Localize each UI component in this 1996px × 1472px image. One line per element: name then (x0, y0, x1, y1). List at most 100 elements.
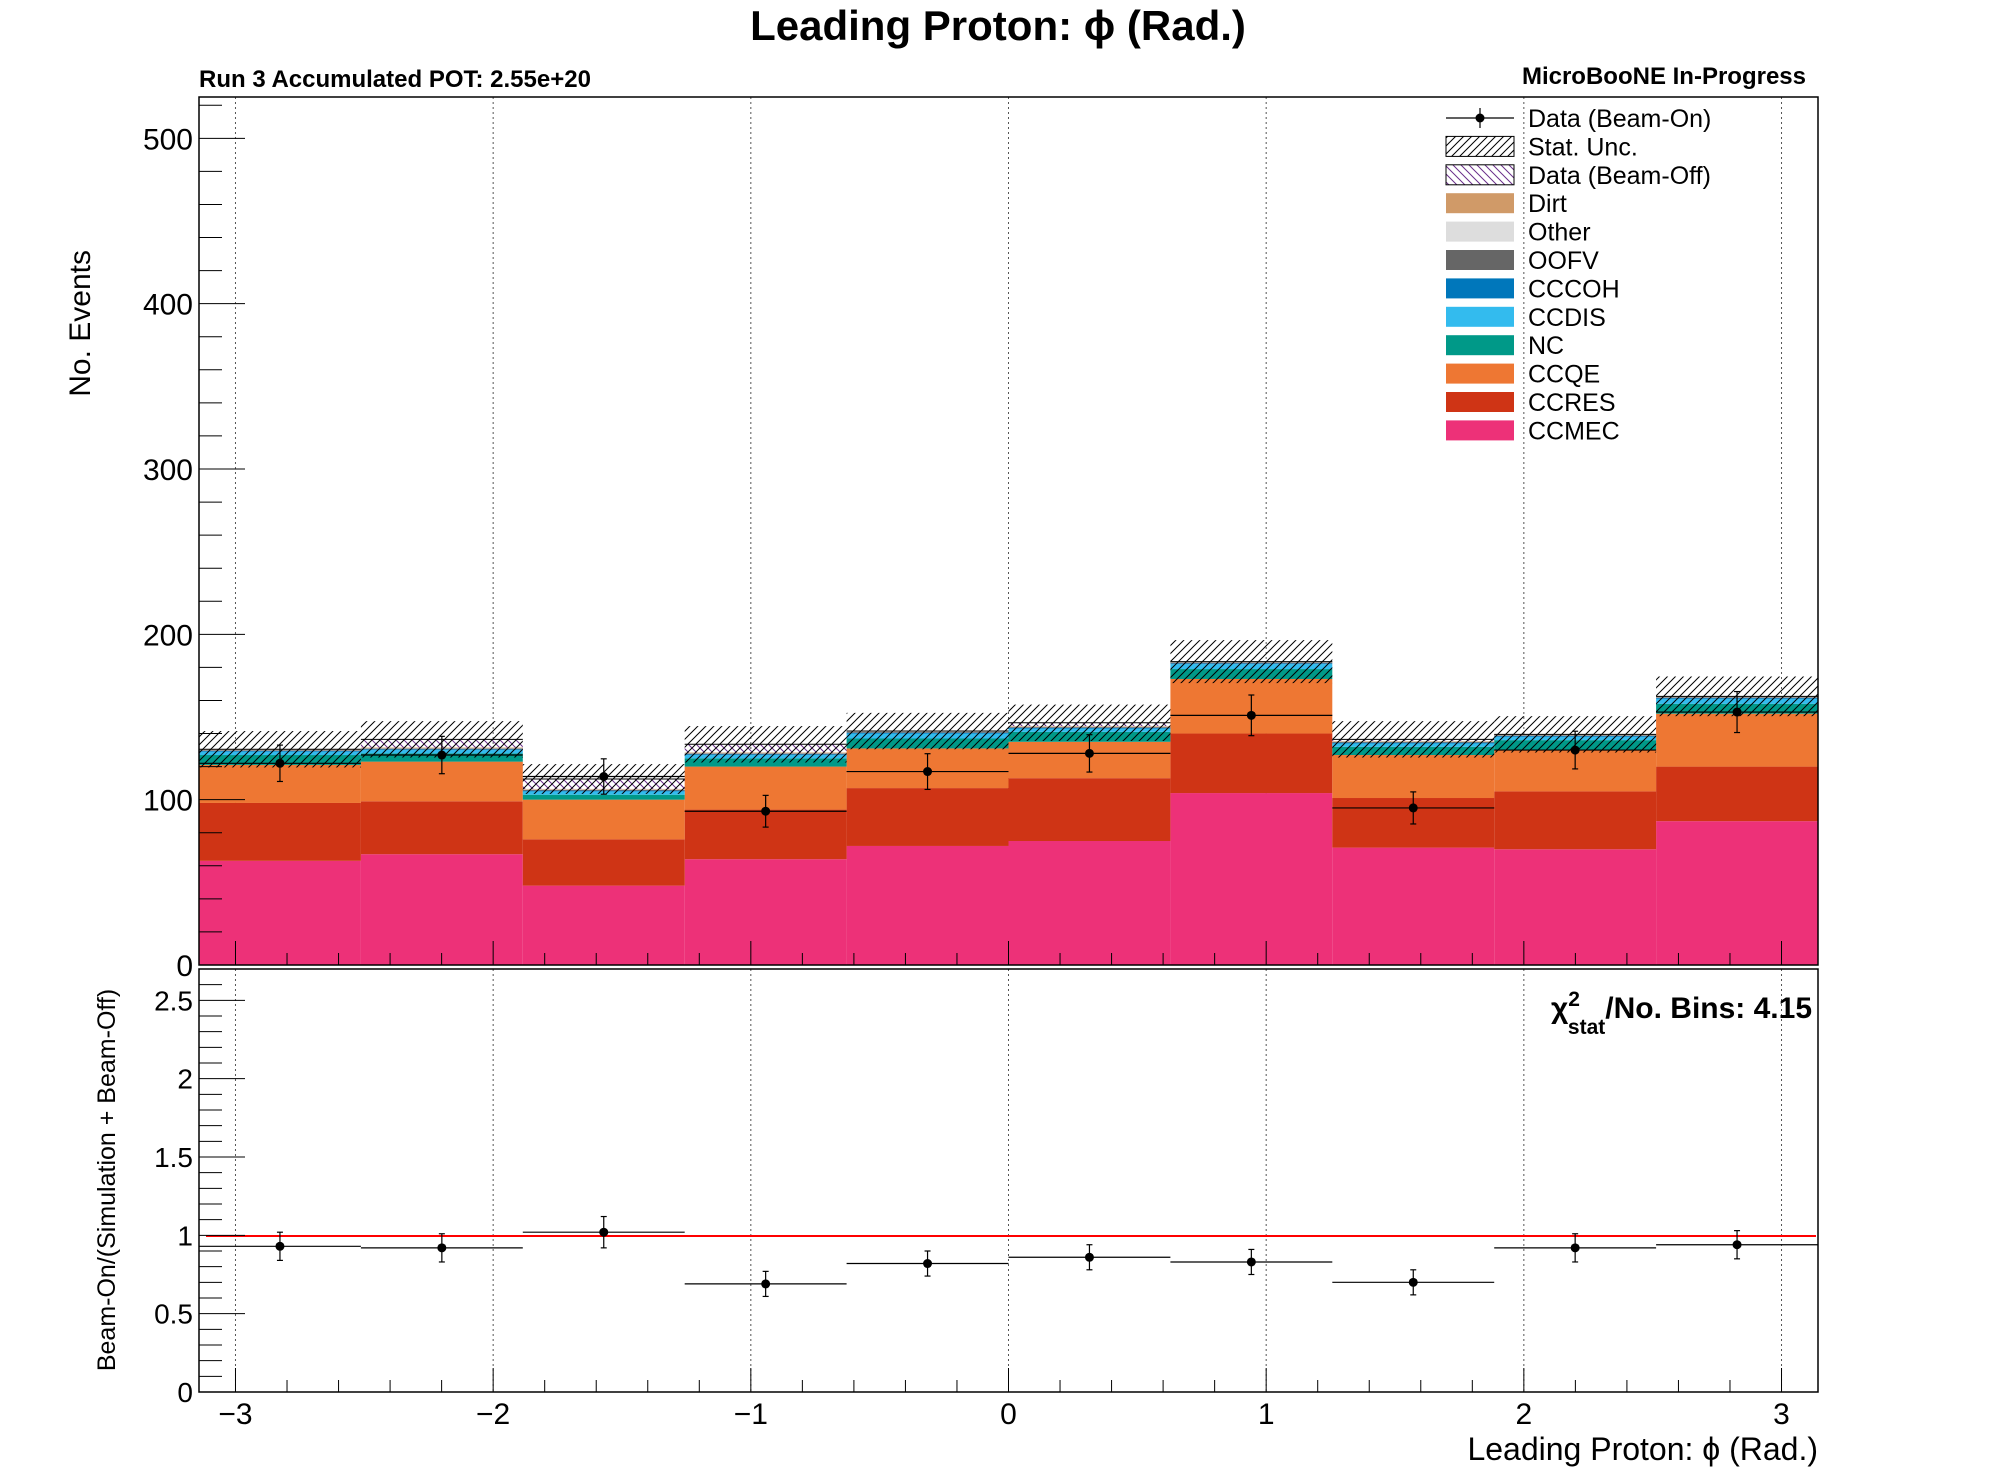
bottom-grid-lines (234, 969, 1783, 1392)
main-panel: 0 100 200 300 400 500 No. Events Data (Beam-O… (64, 96, 1819, 983)
legend-label: NC (1528, 332, 1564, 360)
bar-ccmec (1332, 847, 1495, 965)
y-axis-label-top: No. Events (64, 250, 97, 397)
data-point (1084, 748, 1094, 758)
legend: Data (Beam-On)Stat. Unc.Data (Beam-Off)D… (1445, 105, 1711, 445)
bar-ccqe (1332, 755, 1495, 799)
x-tick-label: −2 (476, 1398, 510, 1431)
y-tick-label-top: 400 (143, 289, 193, 322)
legend-label: CCDIS (1528, 304, 1606, 332)
legend-swatch (1446, 363, 1514, 384)
x-tick-label: −3 (218, 1398, 252, 1431)
data-point (599, 772, 609, 782)
chi2-annotation: χ2 stat/No. Bins: 4.15 (1551, 988, 1812, 1039)
chart-title: Leading Proton: ϕ (Rad.) (750, 2, 1246, 49)
ratio-point (761, 1279, 771, 1289)
data-point (923, 767, 933, 777)
ratio-points (199, 1215, 1818, 1298)
x-tick-label: 2 (1516, 1398, 1533, 1431)
x-tick-label: −1 (734, 1398, 768, 1431)
legend-swatch (1446, 392, 1514, 412)
data-point (761, 806, 771, 816)
data-point (275, 758, 285, 768)
bar-ccmec (360, 854, 523, 965)
ratio-point (1732, 1240, 1742, 1250)
x-tick-label: 3 (1773, 1398, 1790, 1431)
legend-swatch (1446, 306, 1514, 327)
legend-label: CCMEC (1528, 417, 1620, 445)
stat-unc-band (684, 726, 847, 763)
bar-ccmec (1008, 841, 1171, 965)
bar-ccres (522, 839, 685, 886)
y-axis-top: 0 100 200 300 400 500 (143, 104, 245, 983)
legend-label: Stat. Unc. (1528, 133, 1638, 161)
legend-label: Other (1528, 219, 1591, 247)
data-point (437, 750, 447, 760)
bar-ccmec (522, 885, 685, 965)
y-tick-label-top: 100 (143, 785, 193, 818)
data-point (1246, 710, 1256, 720)
bar-ccqe (522, 799, 685, 840)
bar-ccmec (684, 859, 847, 965)
bar-ccmec (1170, 793, 1333, 965)
x-axis: −3 −2 −1 0 1 2 3 (218, 941, 1790, 1431)
bar-ccres (1170, 733, 1333, 794)
pot-label: Run 3 Accumulated POT: 2.55e+20 (199, 66, 591, 93)
legend-marker-dot (1475, 113, 1485, 123)
y-axis-bottom: 0 0.5 1 1.5 2 2.5 (154, 984, 245, 1408)
y-tick-label-top: 200 (143, 619, 193, 652)
bar-ccmec (199, 860, 361, 965)
stat-unc-band (846, 712, 1009, 750)
data-point (1732, 707, 1742, 717)
ratio-point (923, 1259, 933, 1269)
y-tick-label-bottom: 2 (177, 1064, 193, 1095)
experiment-label: MicroBooNE In-Progress (1522, 63, 1806, 90)
legend-swatch-stat (1445, 135, 1515, 157)
ratio-point (1084, 1252, 1094, 1262)
legend-swatch (1446, 221, 1514, 242)
ratio-point (1570, 1243, 1580, 1253)
ratio-point (1408, 1277, 1418, 1287)
y-tick-label-bottom: 2.5 (154, 985, 193, 1016)
bar-ccmec (1494, 849, 1657, 965)
legend-label: CCCOH (1528, 275, 1620, 303)
y-tick-label-bottom: 0 (177, 1377, 193, 1408)
bar-ccres (1008, 778, 1171, 841)
x-tick-label: 0 (1000, 1398, 1017, 1431)
legend-label: Dirt (1528, 190, 1567, 218)
data-point (1570, 745, 1580, 755)
bar-nc (522, 794, 685, 800)
ratio-point (275, 1241, 285, 1251)
bar-ccmec (1656, 821, 1818, 965)
legend-swatch (1446, 278, 1514, 299)
legend-label: CCQE (1528, 361, 1600, 389)
stat-unc-band (1332, 721, 1495, 758)
y-tick-label-top: 300 (143, 454, 193, 487)
ratio-point (437, 1243, 447, 1253)
legend-label: OOFV (1528, 247, 1599, 275)
legend-swatch (1446, 335, 1514, 356)
y-tick-label-bottom: 0.5 (154, 1299, 193, 1330)
ratio-point (599, 1227, 609, 1237)
bar-ccres (360, 801, 523, 855)
y-axis-label-bottom: Beam-On/(Simulation + Beam-Off) (93, 989, 121, 1371)
legend-swatch (1446, 193, 1514, 214)
x-axis-label: Leading Proton: ϕ (Rad.) (1467, 1431, 1818, 1467)
y-tick-label-bottom: 1 (177, 1220, 193, 1251)
legend-label: Data (Beam-Off) (1528, 162, 1711, 190)
y-tick-label-top: 0 (176, 950, 193, 983)
data-points (199, 690, 1818, 828)
bar-ccres (1656, 766, 1818, 822)
bar-ccmec (846, 845, 1009, 965)
stat-unc-band (1170, 640, 1333, 684)
x-tick-label: 1 (1258, 1398, 1275, 1431)
bar-ccres (199, 802, 361, 861)
ratio-panel: 0 0.5 1 1.5 2 2.5 −3 −2 −1 0 1 2 3 Beam-On/(Simulat… (93, 941, 1819, 1467)
data-point (1408, 803, 1418, 813)
legend-swatch (1446, 250, 1514, 270)
legend-label: Data (Beam-On) (1528, 105, 1711, 133)
ratio-point (1246, 1257, 1256, 1267)
bar-ccres (1494, 791, 1657, 850)
y-tick-label-bottom: 1.5 (154, 1142, 193, 1173)
